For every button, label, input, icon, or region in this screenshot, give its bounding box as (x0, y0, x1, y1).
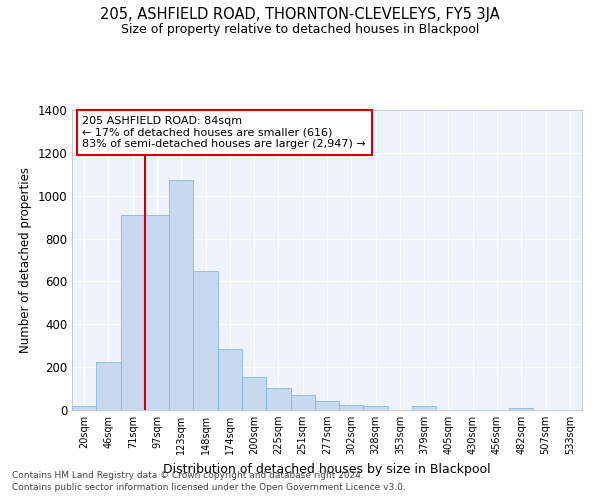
Text: Contains HM Land Registry data © Crown copyright and database right 2024.: Contains HM Land Registry data © Crown c… (12, 471, 364, 480)
Bar (242, 377, 266, 410)
X-axis label: Distribution of detached houses by size in Blackpool: Distribution of detached houses by size … (163, 462, 491, 475)
Text: Size of property relative to detached houses in Blackpool: Size of property relative to detached ho… (121, 22, 479, 36)
Bar (72, 406, 96, 410)
Bar (509, 408, 533, 410)
Bar (339, 404, 364, 410)
Bar (121, 215, 145, 410)
Y-axis label: Number of detached properties: Number of detached properties (19, 167, 32, 353)
Text: 205 ASHFIELD ROAD: 84sqm
← 17% of detached houses are smaller (616)
83% of semi-: 205 ASHFIELD ROAD: 84sqm ← 17% of detach… (82, 116, 366, 149)
Bar (412, 406, 436, 410)
Bar (290, 395, 315, 410)
Text: 205, ASHFIELD ROAD, THORNTON-CLEVELEYS, FY5 3JA: 205, ASHFIELD ROAD, THORNTON-CLEVELEYS, … (100, 8, 500, 22)
Bar (218, 349, 242, 410)
Bar (96, 362, 121, 410)
Bar (169, 180, 193, 410)
Bar (364, 406, 388, 410)
Bar (145, 215, 169, 410)
Bar (315, 402, 339, 410)
Bar (266, 388, 290, 410)
Text: Contains public sector information licensed under the Open Government Licence v3: Contains public sector information licen… (12, 484, 406, 492)
Bar (193, 270, 218, 410)
